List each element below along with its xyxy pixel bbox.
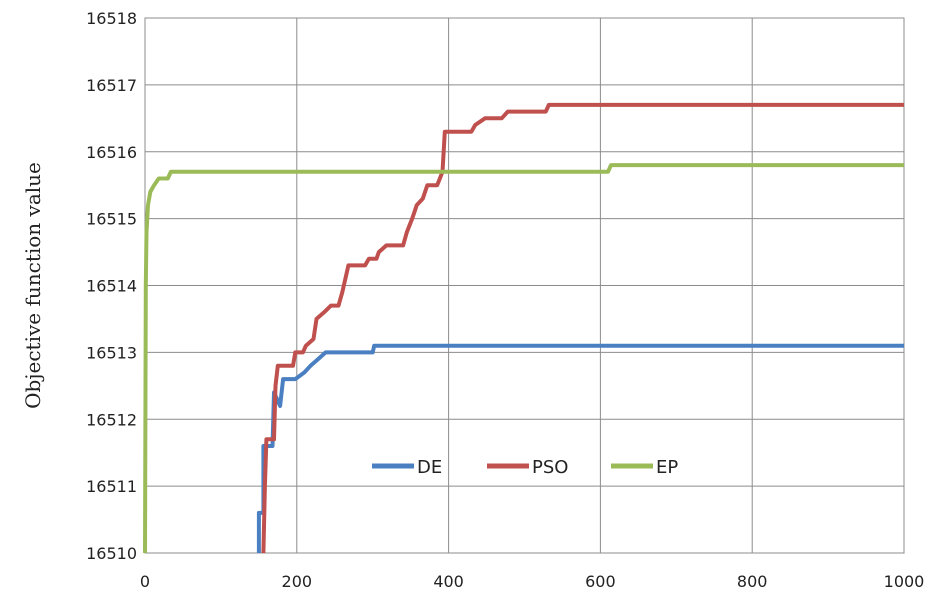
x-tick-label: 600 xyxy=(585,572,616,591)
tick-labels: 16510 16511 16512 16513 16514 16515 16516 16517… xyxy=(86,9,924,591)
x-tick-label: 0 xyxy=(140,572,150,591)
y-tick-label: 16512 xyxy=(86,410,137,429)
y-tick-label: 16511 xyxy=(86,477,137,496)
legend-label-ep: EP xyxy=(656,457,678,478)
x-tick-label: 1000 xyxy=(884,572,925,591)
series-line-pso xyxy=(261,102,904,554)
series-line-ep xyxy=(143,163,904,554)
y-tick-label: 16514 xyxy=(86,277,137,296)
y-axis-label: Objective function value xyxy=(21,162,45,409)
x-tick-label: 400 xyxy=(433,572,464,591)
y-tick-label: 16518 xyxy=(86,9,137,28)
x-tick-label: 800 xyxy=(737,572,768,591)
y-tick-label: 16513 xyxy=(86,343,137,362)
y-tick-label: 16517 xyxy=(86,76,137,95)
y-tick-label: 16515 xyxy=(86,210,137,229)
y-tick-label: 16516 xyxy=(86,143,137,162)
legend-label-pso: PSO xyxy=(532,457,568,478)
legend: DE PSO EP xyxy=(372,457,678,478)
legend-label-de: DE xyxy=(417,457,442,478)
series-lines xyxy=(143,102,904,554)
x-tick-label: 200 xyxy=(282,572,313,591)
y-tick-label: 16510 xyxy=(86,544,137,563)
